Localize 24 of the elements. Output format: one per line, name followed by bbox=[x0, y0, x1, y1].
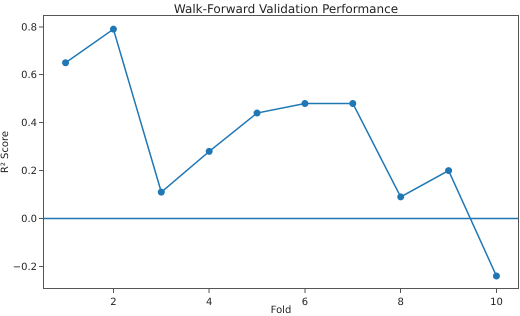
point bbox=[301, 100, 308, 107]
point bbox=[349, 100, 356, 107]
y-tick-label: 0.8 bbox=[21, 22, 37, 34]
y-tick-label: −0.2 bbox=[12, 262, 37, 273]
y-tick-label: 0.0 bbox=[21, 214, 37, 225]
x-tick-label: 6 bbox=[302, 297, 308, 308]
point bbox=[158, 188, 165, 196]
y-tick-label: 0.6 bbox=[21, 70, 37, 82]
x-tick-label: 10 bbox=[490, 297, 503, 308]
y-tick-label: 0.2 bbox=[21, 166, 37, 178]
point bbox=[110, 26, 117, 33]
x-tick-label: 8 bbox=[398, 297, 404, 308]
y-axis-title: R² Score bbox=[0, 130, 11, 174]
chart-title: Walk-Forward Validation Performance bbox=[174, 2, 398, 16]
x-axis-title: Fold bbox=[270, 305, 292, 316]
point bbox=[397, 193, 404, 200]
point bbox=[62, 59, 70, 66]
y-tick-label: 0.4 bbox=[21, 118, 37, 130]
point bbox=[445, 167, 452, 174]
x-tick-label: 4 bbox=[206, 297, 212, 308]
point bbox=[206, 148, 213, 155]
point bbox=[492, 272, 500, 280]
x-tick-label: 2 bbox=[110, 297, 117, 308]
point bbox=[254, 110, 261, 117]
